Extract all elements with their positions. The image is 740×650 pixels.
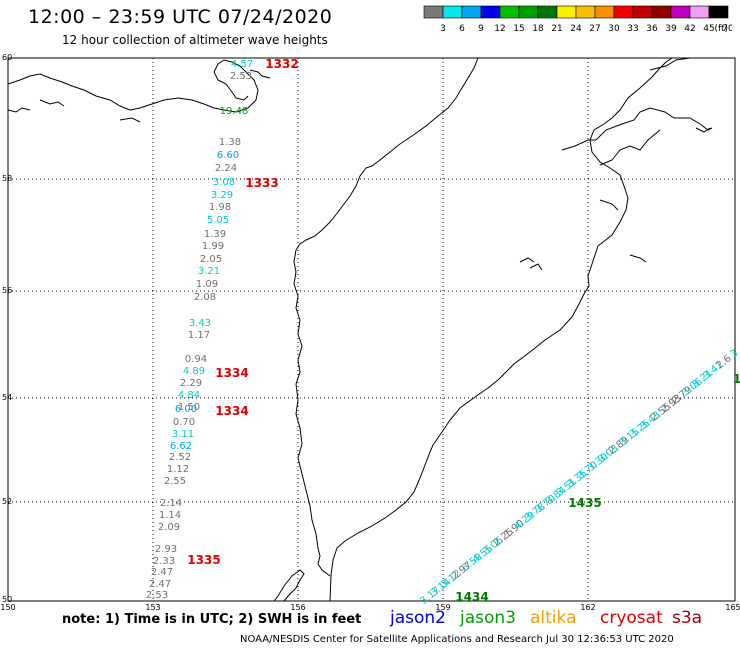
pass-number-label: 1434: [455, 590, 488, 604]
lat-label: 60: [2, 53, 12, 62]
scale-label: 30: [608, 24, 620, 34]
wave-height-value: 2.52: [169, 452, 191, 463]
wave-height-value: 3.21: [198, 266, 220, 277]
lat-label: 56: [2, 286, 12, 295]
wave-height-value: 2.93: [155, 544, 177, 555]
wave-height-value: 2.47: [151, 567, 173, 578]
scale-label: 42: [684, 24, 695, 34]
west-track-observations: 4.572.5319.481.386.602.243.083.291.985.0…: [146, 59, 253, 601]
pass-number-label: 1334: [215, 404, 248, 418]
wave-height-value: 1.99: [202, 241, 224, 252]
wave-height-value: 2.09: [158, 522, 180, 533]
wave-height-value: 1.17: [188, 330, 210, 341]
lat-label: 54: [2, 393, 12, 402]
wave-height-value: 3.43: [189, 318, 211, 329]
satellite-legend-s3a: s3a: [672, 608, 703, 628]
pass-number-label: 1334: [215, 366, 248, 380]
footer-note: note: 1) Time is in UTC; 2) SWH is in fe…: [62, 612, 362, 627]
lon-label: 165: [725, 603, 740, 612]
coastline: [7, 57, 713, 602]
wave-height-value: 2.53: [230, 71, 252, 82]
scale-label: 70: [722, 24, 732, 34]
scale-swatch: [708, 5, 729, 19]
wave-height-value: 3.08: [213, 177, 235, 188]
map-frame: [7, 57, 736, 602]
wave-height-value: 0.70: [173, 417, 195, 428]
wave-height-value: 2.14: [160, 498, 182, 509]
wave-height-value: 1.39: [204, 229, 226, 240]
lat-label: 58: [2, 174, 12, 183]
color-scale-legend: 3 6 9 12 15 18 21 24 27 30 33 36 39 42 45 70(ft): [423, 5, 732, 34]
wave-height-value: 3.29: [211, 190, 233, 201]
wave-height-value: 1.98: [209, 202, 231, 213]
scale-label: 33: [627, 24, 638, 34]
satellite-legend-jason2: jason2: [390, 608, 446, 628]
pass-number-label: 1335: [187, 553, 220, 567]
pass-number-label: 1332: [265, 57, 298, 71]
lat-label: 50: [2, 595, 12, 604]
wave-height-value: 2.47: [149, 579, 171, 590]
lon-label: 150: [0, 603, 15, 612]
scale-label: 45: [703, 24, 714, 34]
satellite-legend-cryosat: cryosat: [600, 608, 663, 628]
wave-height-value: 2.55: [164, 476, 186, 487]
wave-height-value: 1.12: [167, 464, 189, 475]
lon-label: 153: [145, 603, 160, 612]
scale-label: 3: [440, 24, 446, 34]
longitude-labels: 150 153 156 159 162 165: [0, 603, 740, 612]
wave-height-value: 2.53: [146, 590, 168, 601]
lon-label: 159: [435, 603, 450, 612]
map-title: 12:00 – 23:59 UTC 07/24/2020: [28, 6, 333, 28]
wave-height-value: 3: [729, 348, 740, 361]
wave-height-value: 4.89: [183, 366, 205, 377]
lat-label: 52: [2, 497, 12, 506]
pass-number-label: 1333: [245, 176, 278, 190]
satellite-legend-altika: altika: [530, 608, 577, 628]
scale-label: 15: [513, 24, 524, 34]
wave-height-value: 6.60: [217, 150, 239, 161]
satellite-legend-jason3: jason3: [460, 608, 516, 628]
wave-height-value: 4.84: [178, 390, 200, 401]
scale-label: 9: [478, 24, 484, 34]
pass-labels: 1332 1333 1334 1334 1335 1435 1434 1: [187, 57, 740, 604]
scale-label: 21: [551, 24, 562, 34]
wave-height-value: 1.09: [196, 279, 218, 290]
pass-number-label: 1435: [568, 496, 601, 510]
wave-height-value: 4.57: [231, 59, 253, 70]
wave-height-value: 2.08: [194, 292, 216, 303]
scale-label: 36: [646, 24, 658, 34]
graticule: [8, 58, 735, 601]
pass-number-label: 1: [733, 372, 740, 386]
wave-height-value: 0.94: [185, 354, 207, 365]
wave-height-value: 2.24: [215, 163, 237, 174]
lon-label: 162: [580, 603, 595, 612]
east-track-observations: 3.173.143.122.973.594.553.062.251.904.29…: [418, 348, 740, 607]
lon-label: 156: [290, 603, 305, 612]
wave-height-value: 1.14: [159, 510, 181, 521]
credit-line: NOAA/NESDIS Center for Satellite Applica…: [240, 634, 674, 645]
scale-label: 12: [494, 24, 505, 34]
wave-height-value: 2.05: [200, 254, 222, 265]
latitude-labels: 60 58 56 54 52 50: [2, 53, 12, 604]
wave-height-value: 2.33: [153, 556, 175, 567]
map-subtitle: 12 hour collection of altimeter wave hei…: [62, 33, 328, 47]
wave-height-value: 3.11: [172, 429, 194, 440]
scale-label: 27: [589, 24, 600, 34]
wave-height-value: 1.50: [178, 402, 200, 413]
wave-height-value: 6.00: [175, 404, 197, 415]
wave-height-value: 19.48: [220, 106, 249, 117]
wave-height-value: 1.38: [219, 137, 241, 148]
scale-label: 39: [665, 24, 677, 34]
wave-height-value: 6.62: [170, 441, 192, 452]
wave-height-value: 2.29: [180, 378, 202, 389]
scale-label: 6: [459, 24, 465, 34]
wave-height-value: 5.05: [207, 215, 229, 226]
scale-label: 18: [532, 24, 544, 34]
scale-label: 24: [570, 24, 582, 34]
scale-unit: (ft): [714, 24, 728, 34]
